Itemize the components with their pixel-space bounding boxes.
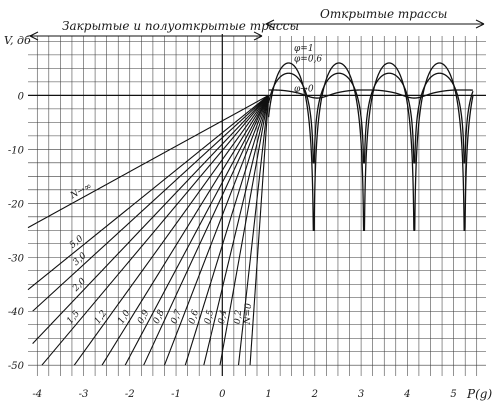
y-tick-label: -20 <box>8 199 25 210</box>
open-route-curve-label: φ=1 <box>294 44 314 54</box>
closed-region-label: Закрытые и полуоткрытые трассы <box>62 19 299 33</box>
x-tick-label: -2 <box>125 389 135 400</box>
closed-route-line <box>124 95 270 366</box>
y-tick-label: 0 <box>18 91 25 102</box>
closed-route-line <box>101 95 270 366</box>
x-tick-label: -1 <box>171 389 181 400</box>
closed-route-line-label: N=0 <box>243 303 255 326</box>
closed-route-line <box>203 95 270 366</box>
axes <box>28 34 486 376</box>
x-tick-label: 2 <box>311 389 318 400</box>
y-axis-label: V, дб <box>4 34 31 47</box>
closed-route-line <box>27 94 269 229</box>
closed-route-line <box>237 95 270 366</box>
closed-route-line-label: 5,0 <box>68 234 86 251</box>
x-axis-label: P(g) <box>466 387 492 401</box>
closed-route-line <box>163 95 270 366</box>
y-tick-label: -30 <box>8 253 25 264</box>
closed-route-line <box>184 95 270 366</box>
closed-route-line-label: 0,4 <box>217 309 229 325</box>
x-tick-label: 3 <box>358 389 364 400</box>
closed-route-line <box>143 95 270 366</box>
closed-route-line <box>73 95 270 366</box>
x-tick-label: 5 <box>450 389 456 400</box>
open-route-curve-label: φ=0,6 <box>294 54 322 64</box>
closed-region-header: Закрытые и полуоткрытые трассы <box>29 19 299 41</box>
y-tick-label: -10 <box>8 145 25 156</box>
open-region-header: Открытые трассы <box>265 7 485 29</box>
chart-labels: -4 -3 -2 -1 0 1 2 3 4 50-10-20-30-40-50N→∞5,03,02… <box>8 44 457 400</box>
closed-route-line-label: 2,0 <box>70 276 88 294</box>
closed-route-line-label: 0,2 <box>233 309 245 325</box>
closed-route-line-label: 1,0 <box>116 308 132 326</box>
closed-route-line-label: 3,0 <box>71 251 89 268</box>
x-tick-label: 1 <box>265 389 271 400</box>
open-route-curve <box>267 72 474 164</box>
closed-route-line-label: 0,5 <box>203 309 216 326</box>
open-route-curve-label: φ→0 <box>294 84 314 94</box>
closed-route-line <box>249 95 270 366</box>
grid <box>28 36 486 376</box>
closed-route-line <box>27 94 269 291</box>
closed-route-line <box>32 94 269 312</box>
y-tick-label: -40 <box>8 307 25 318</box>
closed-route-line-label: 0,9 <box>136 308 152 326</box>
x-tick-label: -4 <box>32 389 42 400</box>
closed-route-lines <box>27 94 270 366</box>
closed-route-line-label: 0,6 <box>187 308 201 325</box>
closed-route-line <box>32 94 269 344</box>
closed-route-line <box>219 95 270 366</box>
open-region-label: Открытые трассы <box>320 7 447 21</box>
closed-route-line-label: 0,7 <box>170 308 185 325</box>
closed-route-line <box>41 95 269 366</box>
y-tick-label: -50 <box>8 361 25 372</box>
open-route-curves <box>267 62 474 231</box>
x-tick-label: -3 <box>79 389 89 400</box>
x-tick-label: 4 <box>403 389 410 400</box>
open-route-curve <box>268 89 473 99</box>
x-tick-label: 0 <box>219 389 226 400</box>
